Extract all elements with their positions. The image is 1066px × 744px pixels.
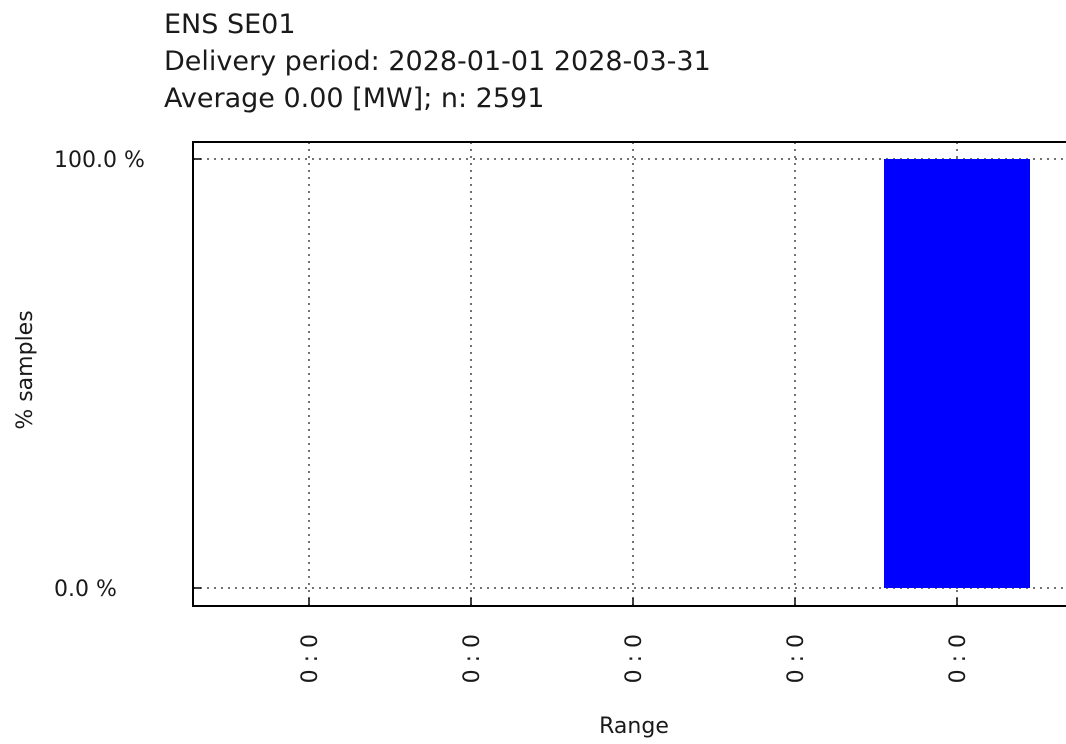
title-line-2: Delivery period: 2028-01-01 2028-03-31 (164, 46, 711, 77)
x-tick-label: 0 : 0 (622, 634, 647, 683)
x-tick-label: 0 : 0 (784, 634, 809, 683)
y-axis-label: % samples (13, 310, 38, 429)
x-tick-label: 0 : 0 (946, 634, 971, 683)
title-line-3: Average 0.00 [MW]; n: 2591 (164, 83, 544, 114)
y-tick-label: 100.0 % (54, 148, 145, 173)
x-axis-label: Range (599, 714, 669, 739)
x-tick-label: 0 : 0 (460, 634, 485, 683)
title-line-1: ENS SE01 (164, 9, 296, 40)
y-axis-ticks: 0.0 % 100.0 % (54, 148, 201, 602)
bars (884, 159, 1030, 588)
y-tick-label: 0.0 % (54, 577, 117, 602)
x-tick-label: 0 : 0 (298, 634, 323, 683)
chart-title: ENS SE01 Delivery period: 2028-01-01 202… (164, 9, 711, 114)
bar (884, 159, 1030, 588)
plot-area-frame (192, 141, 1066, 607)
x-axis-ticks: 0 : 0 0 : 0 0 : 0 0 : 0 0 : 0 (298, 598, 971, 683)
